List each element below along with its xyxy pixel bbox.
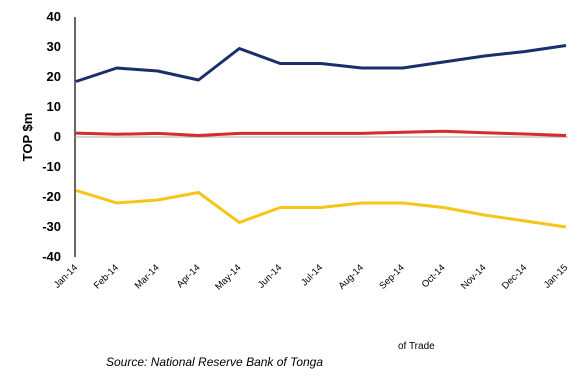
x-tick-label: Dec-14 — [500, 262, 529, 291]
y-tick-label: 40 — [47, 9, 61, 24]
y-tick-label: 20 — [47, 69, 61, 84]
x-tick-label: Jan-14 — [52, 262, 80, 290]
y-tick-label: 30 — [47, 39, 61, 54]
x-tick-label: Apr-14 — [175, 262, 203, 290]
y-axis-label: TOP $m — [20, 113, 35, 162]
y-tick-label: -30 — [42, 219, 61, 234]
y-axis-ticks: 40 30 20 10 0 -10 -20 -30 -40 — [42, 9, 61, 264]
x-tick-label: Jun-14 — [256, 262, 284, 290]
y-tick-label: 10 — [47, 99, 61, 114]
y-tick-label: -20 — [42, 189, 61, 204]
x-tick-label: Jul-14 — [299, 262, 325, 288]
series-line-2 — [75, 188, 567, 229]
x-tick-label: Jan-15 — [542, 262, 569, 290]
y-tick-label: 0 — [54, 129, 61, 144]
source-note: Source: National Reserve Bank of Tonga — [106, 355, 324, 369]
x-tick-label: Aug-14 — [337, 262, 366, 291]
x-tick-label: Sep-14 — [377, 262, 406, 291]
series-line-0 — [75, 44, 567, 83]
line-chart: 40 30 20 10 0 -10 -20 -30 -40 TOP $m Jan-14 Feb-1… — [20, 9, 569, 293]
y-tick-label: -40 — [42, 249, 61, 264]
x-axis-ticks: Jan-14 Feb-14 Mar-14 Apr-14 May-14 Jun-14 Jul-… — [52, 262, 569, 292]
legend-fragment: of Trade — [398, 341, 435, 352]
x-tick-label: Oct-14 — [420, 262, 448, 290]
series-line-1 — [75, 129, 567, 137]
x-tick-label: Nov-14 — [459, 262, 488, 291]
x-tick-label: Mar-14 — [133, 262, 162, 291]
x-tick-label: Feb-14 — [92, 262, 121, 291]
series-lines — [75, 44, 567, 229]
y-tick-label: -10 — [42, 159, 61, 174]
x-tick-label: May-14 — [213, 262, 243, 292]
